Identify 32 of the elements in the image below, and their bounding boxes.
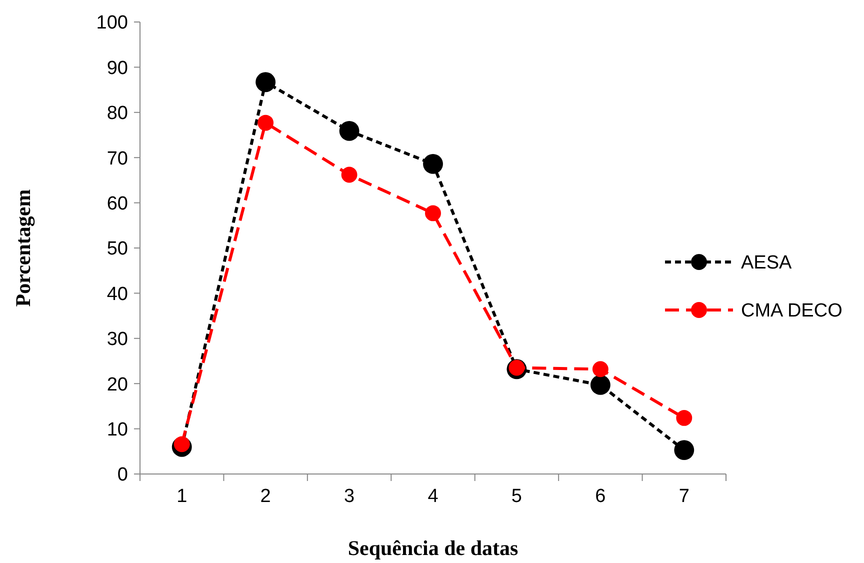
point — [676, 410, 692, 426]
legend-label: CMA DECO — [741, 300, 842, 322]
x-axis-title: Sequência de datas — [348, 536, 518, 560]
x-tick-label: 6 — [595, 486, 606, 507]
point — [590, 375, 610, 395]
point — [256, 72, 276, 92]
y-tick-label: 10 — [106, 419, 128, 440]
point — [423, 154, 443, 174]
y-tick-label: 40 — [106, 284, 128, 305]
y-tick-label: 0 — [117, 464, 128, 486]
x-tick-label: 3 — [344, 486, 355, 507]
point — [258, 114, 274, 131]
y-tick-label: 20 — [106, 374, 128, 396]
point — [341, 166, 358, 183]
x-tick-label: 4 — [428, 486, 439, 507]
y-tick-label: 80 — [106, 103, 128, 124]
y-tick-label: 100 — [96, 12, 128, 34]
y-tick-label: 60 — [106, 193, 128, 214]
point — [339, 120, 360, 141]
y-axis-title: Porcentagem — [11, 188, 35, 307]
y-tick-label: 90 — [106, 58, 128, 79]
y-tick-label: 30 — [106, 329, 128, 350]
point — [592, 361, 608, 378]
x-tick-label: 7 — [678, 486, 690, 507]
x-tick-label: 2 — [260, 486, 271, 507]
point — [674, 440, 694, 460]
y-tick-label: 50 — [106, 238, 128, 260]
legend-label: AESA — [741, 252, 792, 274]
x-tick-label: 1 — [176, 486, 188, 507]
y-tick-label: 70 — [106, 148, 128, 170]
x-tick-label: 5 — [511, 486, 522, 507]
point — [425, 205, 441, 222]
